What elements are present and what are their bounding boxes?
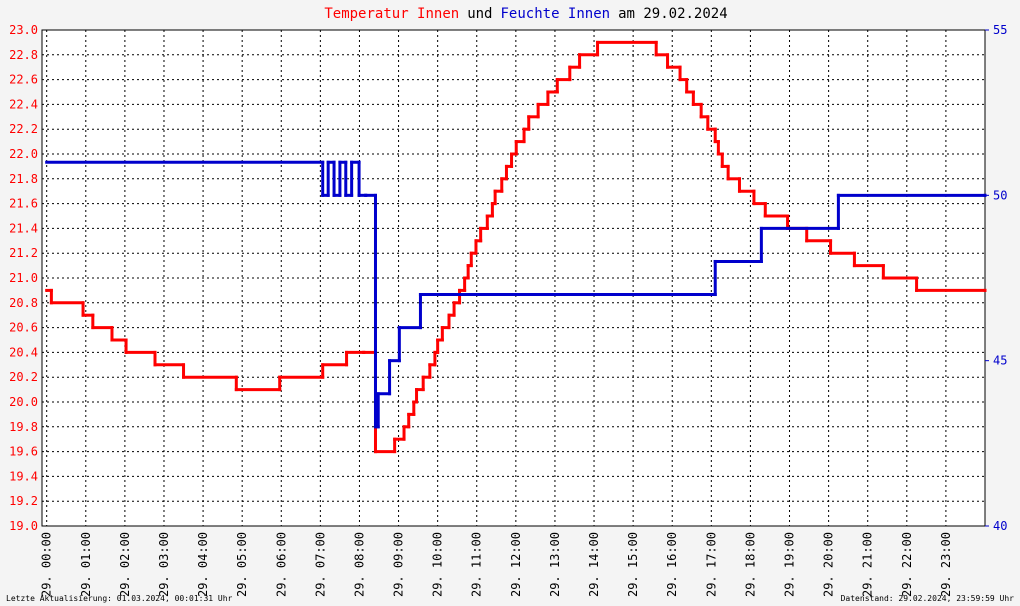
y-tick-label: 19.4	[9, 469, 38, 483]
x-tick-label: 29. 22:00	[900, 532, 914, 597]
y-tick-label: 19.2	[9, 494, 38, 508]
y-tick-label: 19.6	[9, 445, 38, 459]
x-tick-label: 29. 18:00	[743, 532, 757, 597]
y-tick-label: 22.8	[9, 48, 38, 62]
x-tick-label: 29. 04:00	[196, 532, 210, 597]
x-tick-label: 29. 21:00	[861, 532, 875, 597]
x-tick-label: 29. 03:00	[157, 532, 171, 597]
x-tick-label: 29. 07:00	[313, 532, 327, 597]
y2-tick-label: 55	[993, 23, 1007, 37]
y2-tick-label: 50	[993, 188, 1007, 202]
y-tick-label: 22.2	[9, 122, 38, 136]
y-tick-label: 22.4	[9, 97, 38, 111]
x-tick-label: 29. 01:00	[79, 532, 93, 597]
y-tick-label: 21.2	[9, 246, 38, 260]
series-line	[45, 160, 987, 429]
footer-left: Letzte Aktualisierung: 01.03.2024, 00:01…	[6, 594, 233, 603]
x-tick-label: 29. 06:00	[274, 532, 288, 597]
x-tick-label: 29. 02:00	[118, 532, 132, 597]
x-tick-label: 29. 12:00	[509, 532, 523, 597]
y2-tick-label: 45	[993, 354, 1007, 368]
y-tick-label: 21.8	[9, 172, 38, 186]
y-tick-label: 21.6	[9, 197, 38, 211]
y-tick-label: 20.0	[9, 395, 38, 409]
x-tick-label: 29. 11:00	[470, 532, 484, 597]
y-tick-label: 19.8	[9, 420, 38, 434]
x-tick-label: 29. 13:00	[548, 532, 562, 597]
y-tick-label: 21.4	[9, 221, 38, 235]
x-tick-label: 29. 23:00	[939, 532, 953, 597]
x-tick-label: 29. 15:00	[626, 532, 640, 597]
y-tick-label: 19.0	[9, 519, 38, 533]
x-tick-label: 29. 14:00	[587, 532, 601, 597]
y-tick-label: 20.8	[9, 296, 38, 310]
y-tick-label: 23.0	[9, 23, 38, 37]
x-tick-label: 29. 10:00	[431, 532, 445, 597]
y-tick-label: 22.0	[9, 147, 38, 161]
y-tick-label: 20.6	[9, 321, 38, 335]
y-tick-label: 20.2	[9, 370, 38, 384]
x-tick-label: 29. 09:00	[392, 532, 406, 597]
x-tick-label: 29. 19:00	[783, 532, 797, 597]
y-tick-label: 21.0	[9, 271, 38, 285]
x-tick-label: 29. 20:00	[822, 532, 836, 597]
y-tick-label: 20.4	[9, 345, 38, 359]
x-tick-label: 29. 05:00	[235, 532, 249, 597]
footer-right: Datenstand: 29.02.2024, 23:59:59 Uhr	[841, 594, 1015, 603]
x-tick-label: 29. 17:00	[704, 532, 718, 597]
y2-tick-label: 40	[993, 519, 1007, 533]
title-part: und	[467, 6, 492, 22]
title-part: Feuchte Innen	[501, 6, 611, 22]
x-tick-label: 29. 16:00	[665, 532, 679, 597]
title-part: am 29.02.2024	[618, 6, 728, 22]
title-part: Temperatur Innen	[324, 6, 459, 22]
x-tick-label: 29. 00:00	[40, 532, 54, 597]
x-tick-label: 29. 08:00	[352, 532, 366, 597]
y-tick-label: 22.6	[9, 73, 38, 87]
chart-title: Temperatur Innen und Feuchte Innen am 29.02…	[324, 6, 727, 22]
